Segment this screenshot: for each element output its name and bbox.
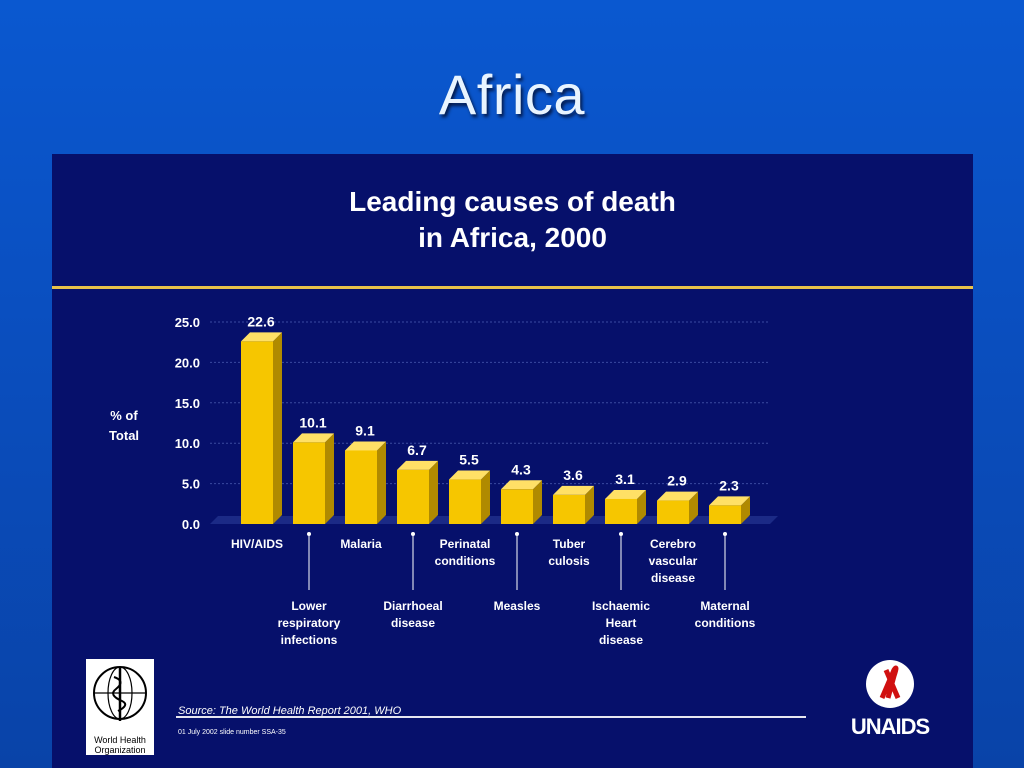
y-tick-label: 10.0 (175, 436, 200, 451)
unaids-logo: UNAIDS (838, 654, 942, 764)
y-tick-label: 5.0 (182, 477, 200, 492)
leader-dot (411, 532, 415, 536)
bar-top (293, 433, 334, 443)
who-logo: World Health Organization (86, 659, 154, 755)
leader-dot (619, 532, 623, 536)
x-category-label: Diarrhoeal (383, 599, 442, 613)
bar-side (585, 485, 594, 524)
chart-panel: Leading causes of death in Africa, 2000 … (52, 154, 973, 768)
bar-side (741, 496, 750, 524)
bar-top (709, 496, 750, 506)
x-category-label: conditions (435, 554, 496, 568)
chart-title: Leading causes of death in Africa, 2000 (52, 184, 973, 256)
x-category-label: Cerebro (650, 537, 696, 551)
bar-top (605, 489, 646, 499)
bar-top (397, 460, 438, 470)
footer-divider (176, 716, 806, 718)
chart-title-line-1: Leading causes of death (349, 186, 676, 217)
bar-top (501, 480, 542, 490)
gold-divider (52, 286, 973, 289)
unaids-emblem-icon (866, 660, 914, 708)
source-text: Source: The World Health Report 2001, WH… (178, 705, 402, 717)
data-label: 5.5 (459, 452, 479, 468)
y-tick-label: 20.0 (175, 355, 200, 370)
leader-dot (515, 532, 519, 536)
bar-side (533, 480, 542, 524)
bar (397, 469, 429, 524)
x-category-label: disease (599, 633, 643, 647)
data-label: 10.1 (299, 414, 326, 430)
x-category-label: culosis (548, 554, 590, 568)
chart-title-line-2: in Africa, 2000 (418, 222, 607, 253)
data-label: 9.1 (355, 422, 375, 438)
bar-top (657, 491, 698, 501)
x-category-label: Perinatal (440, 537, 491, 551)
bar (605, 498, 637, 524)
bar (449, 479, 481, 524)
dateline-text: 01 July 2002 slide number SSA-35 (178, 729, 286, 736)
leader-dot (307, 532, 311, 536)
bar-side (637, 489, 646, 524)
y-tick-label: 15.0 (175, 396, 200, 411)
data-label: 2.9 (667, 473, 687, 489)
x-category-label: disease (391, 616, 435, 630)
who-logo-text: World Health Organization (94, 735, 146, 755)
bar (501, 489, 533, 524)
data-label: 22.6 (247, 313, 274, 329)
x-category-label: HIV/AIDS (231, 537, 283, 551)
y-tick-label: 25.0 (175, 315, 200, 330)
x-category-label: Lower (291, 599, 327, 613)
data-label: 3.1 (615, 471, 635, 487)
x-category-label: disease (651, 571, 695, 585)
data-label: 4.3 (511, 461, 531, 477)
y-tick-label: 0.0 (182, 517, 200, 532)
slide-title: Africa (438, 63, 586, 126)
bar-top (345, 441, 386, 451)
who-emblem-icon (93, 666, 147, 721)
bar (553, 494, 585, 524)
x-category-label: vascular (649, 554, 698, 568)
x-category-label: Ischaemic (592, 599, 650, 613)
bar-side (325, 433, 334, 524)
data-label: 2.3 (719, 477, 739, 493)
bar-top (553, 485, 594, 495)
bar-top (241, 332, 282, 342)
leader-dot (723, 532, 727, 536)
x-category-label: Heart (606, 616, 637, 630)
bar (345, 450, 377, 524)
bar (657, 500, 689, 524)
data-label: 3.6 (563, 467, 583, 483)
y-axis-label: % of Total (94, 406, 154, 446)
x-category-label: respiratory (278, 616, 341, 630)
x-category-label: conditions (695, 616, 756, 630)
bar (241, 341, 273, 524)
bar-side (377, 441, 386, 524)
bar (709, 505, 741, 524)
bar-side (429, 460, 438, 524)
x-category-label: Tuber (553, 537, 586, 551)
bar-side (273, 332, 282, 524)
unaids-logo-text: UNAIDS (850, 714, 930, 739)
x-category-label: infections (281, 633, 338, 647)
bar (293, 442, 325, 524)
x-category-label: Maternal (700, 599, 749, 613)
x-category-label: Malaria (340, 537, 382, 551)
x-category-label: Measles (494, 599, 541, 613)
bar-chart: 0.0 5.0 10.0 15.0 20.0 25.0 22.6 HIV/AIDS 10.1 Lo… (175, 313, 778, 647)
bar-top (449, 470, 490, 480)
y-axis-label-text: % of Total (108, 408, 140, 443)
data-label: 6.7 (407, 442, 427, 458)
bar-side (481, 470, 490, 524)
bar-side (689, 491, 698, 524)
